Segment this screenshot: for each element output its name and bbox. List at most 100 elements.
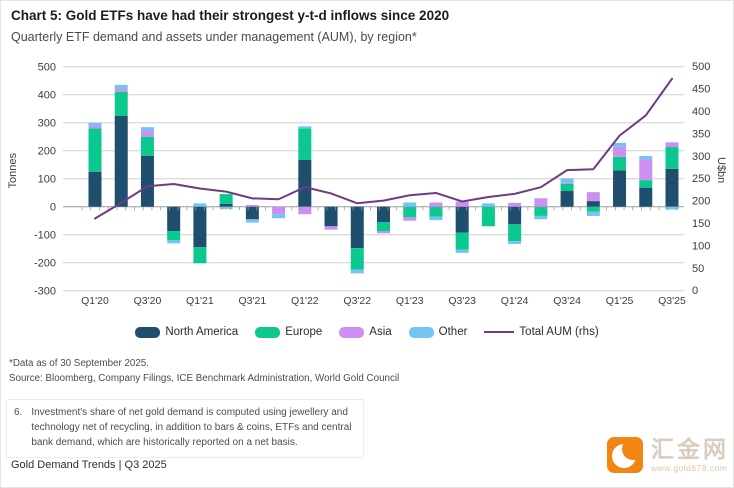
bar-segment-other: [193, 203, 207, 207]
logo-brand-name: 汇金网: [651, 435, 729, 462]
bar-segment-other: [245, 219, 259, 223]
left-axis-tick-label: 500: [38, 62, 56, 74]
x-axis-tick-label: Q3'23: [448, 295, 476, 307]
bar-segment-europe: [481, 206, 495, 227]
x-axis-tick-label: Q1'21: [186, 295, 214, 307]
bar-segment-europe: [114, 91, 128, 116]
chart-subtitle: Quarterly ETF demand and assets under ma…: [11, 30, 417, 44]
x-axis-tick-label: Q1'24: [501, 295, 529, 307]
right-axis-tick-label: 0: [692, 285, 698, 297]
x-axis-tick-label: Q1'25: [606, 295, 634, 307]
bar-segment-europe: [140, 136, 154, 156]
chart-title: Chart 5: Gold ETFs have had their strong…: [11, 8, 450, 23]
legend-label: Total AUM (rhs): [519, 326, 599, 338]
bar-segment-europe: [665, 147, 679, 169]
bar-segment-europe: [403, 206, 417, 218]
bar-segment-asia: [140, 131, 154, 137]
bar-segment-north-america: [665, 168, 679, 207]
bar-segment-north-america: [114, 115, 128, 207]
bar-segment-asia: [324, 226, 338, 230]
bar-segment-north-america: [324, 206, 338, 227]
bar-segment-europe: [586, 206, 600, 212]
left-axis-tick-label: 100: [38, 174, 56, 186]
bar-segment-other: [429, 216, 443, 221]
bar-segment-europe: [88, 128, 102, 172]
bar-segment-europe: [193, 247, 207, 264]
bar-segment-asia: [613, 146, 627, 157]
legend-item-asia: Asia: [339, 326, 392, 338]
left-axis-tick-label: 200: [38, 146, 56, 158]
note-text: Investment's share of net gold demand is…: [31, 407, 352, 448]
bar-segment-north-america: [140, 155, 154, 207]
bar-segment-other: [167, 240, 181, 244]
left-axis-tick-label: 400: [38, 90, 56, 102]
total-aum-line: [94, 77, 673, 220]
bar-segment-north-america: [376, 206, 390, 223]
legend-item-north-america: North America: [135, 326, 238, 338]
europe-swatch: [255, 326, 281, 338]
bar-segment-asia: [560, 182, 574, 184]
right-axis-tick-label: 400: [692, 106, 710, 118]
bar-segment-asia: [534, 198, 548, 207]
bar-segment-europe: [508, 224, 522, 242]
bar-segment-other: [508, 241, 522, 244]
right-axis-tick-label: 50: [692, 263, 704, 275]
bar-segment-north-america: [560, 191, 574, 207]
logo-url: www.gold678.com: [651, 462, 728, 473]
x-axis-tick-label: Q3'25: [658, 295, 686, 307]
bar-segment-asia: [272, 206, 286, 215]
x-axis-tick-label: Q1'23: [396, 295, 424, 307]
bar-segment-europe: [219, 194, 233, 204]
bar-segment-other: [534, 215, 548, 220]
bar-segment-other: [403, 202, 417, 207]
bar-segment-asia: [245, 205, 259, 207]
north-america-swatch: [135, 326, 161, 338]
bar-segment-asia: [639, 159, 653, 181]
bar-segment-europe: [560, 183, 574, 192]
bar-segment-north-america: [219, 203, 233, 207]
logo-text: 汇金网 www.gold678.com: [651, 435, 729, 473]
right-axis-tick-label: 250: [692, 173, 710, 185]
right-axis-tick-label: 450: [692, 84, 710, 96]
other-swatch: [408, 326, 434, 338]
bar-segment-europe: [534, 206, 548, 216]
bar-segment-other: [665, 206, 679, 210]
note-number: 6.: [14, 407, 23, 418]
legend-item-europe: Europe: [255, 326, 322, 338]
bar-segment-other: [560, 178, 574, 183]
bar-segment-north-america: [455, 206, 469, 233]
bar-segment-asia: [403, 217, 417, 221]
right-axis-tick-label: 500: [692, 61, 710, 73]
bar-segment-north-america: [88, 171, 102, 207]
crescent-cut-shape: [622, 438, 643, 460]
legend-item-total-aum: Total AUM (rhs): [484, 326, 599, 338]
bar-segment-asia: [88, 126, 102, 129]
bar-segment-other: [350, 269, 364, 274]
bar-segment-asia: [298, 206, 312, 215]
bar-segment-north-america: [298, 159, 312, 207]
bar-segment-north-america: [508, 206, 522, 225]
legend-label: Asia: [369, 326, 392, 338]
bar-segment-europe: [429, 206, 443, 217]
legend-item-other: Other: [408, 326, 467, 338]
x-axis-tick-label: Q3'22: [343, 295, 371, 307]
right-axis-tick-label: 350: [692, 128, 710, 140]
bar-segment-other: [639, 156, 653, 160]
report-footer: Gold Demand Trends | Q3 2025: [11, 459, 167, 471]
numbered-note: 6. Investment's share of net gold demand…: [6, 399, 364, 458]
left-axis-tick-label: 0: [50, 202, 56, 214]
right-axis-tick-label: 150: [692, 218, 710, 230]
bar-segment-north-america: [350, 206, 364, 249]
bar-segment-europe: [376, 222, 390, 232]
bar-segment-other: [455, 249, 469, 253]
bar-segment-europe: [350, 248, 364, 270]
bar-segment-other: [481, 203, 495, 207]
total-aum-line-swatch: [484, 330, 515, 334]
bar-segment-north-america: [586, 201, 600, 207]
x-axis-tick-label: Q1'22: [291, 295, 319, 307]
bar-segment-asia: [455, 201, 469, 207]
bar-segment-europe: [455, 232, 469, 250]
right-axis-tick-label: 200: [692, 196, 710, 208]
bar-segment-asia: [429, 202, 443, 207]
